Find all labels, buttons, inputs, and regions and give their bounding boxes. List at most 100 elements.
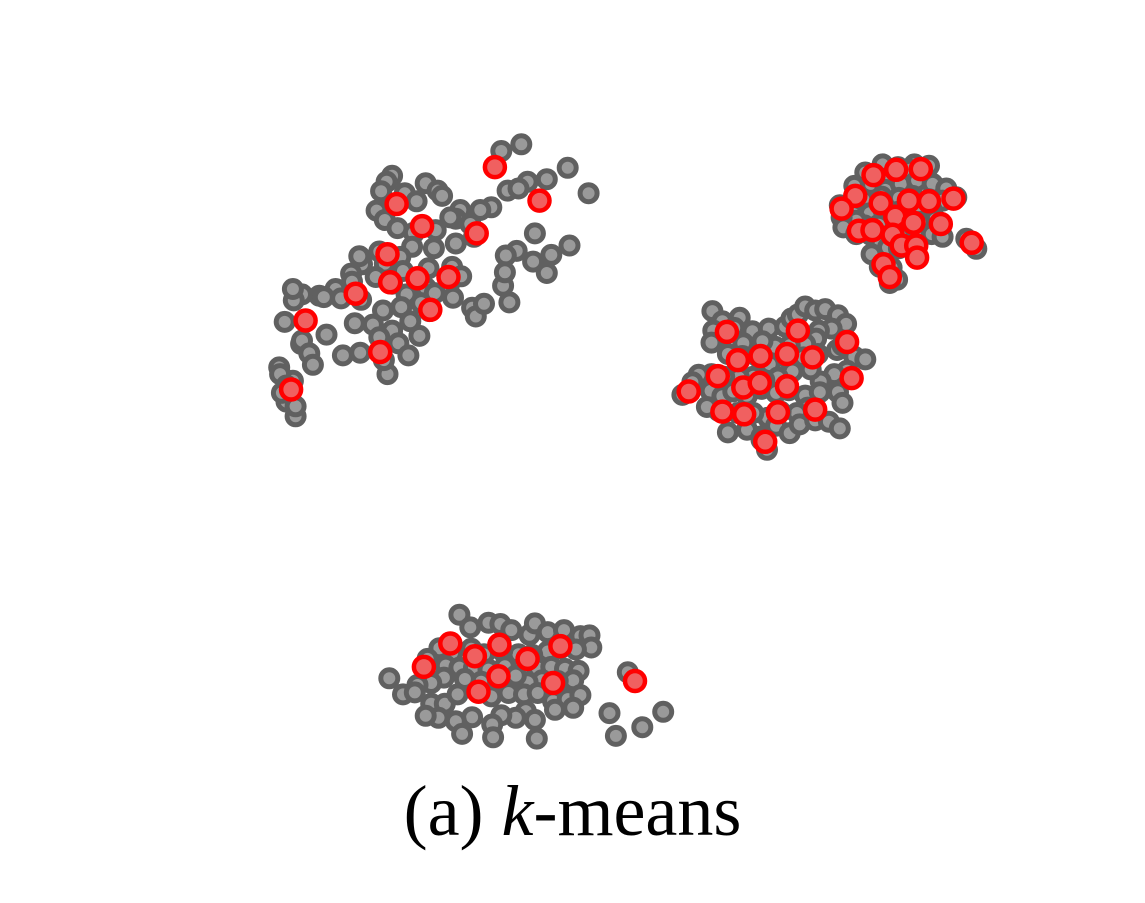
data-point [523, 708, 546, 731]
data-point [459, 616, 482, 639]
data-point [405, 190, 428, 213]
data-point [535, 168, 558, 191]
selected-point [710, 399, 735, 424]
selected-point [411, 654, 437, 680]
selected-point [748, 343, 773, 369]
data-point [408, 324, 431, 347]
data-point [399, 310, 422, 333]
data-point [281, 278, 304, 300]
data-point [312, 286, 335, 309]
data-point [301, 353, 324, 376]
data-point [349, 341, 372, 364]
data-point [544, 698, 566, 721]
selected-point [462, 643, 488, 669]
data-point [604, 724, 627, 747]
selected-point [802, 397, 828, 422]
selected-point [540, 670, 566, 696]
data-point [510, 133, 533, 156]
data-point [403, 681, 426, 704]
selected-point [877, 264, 903, 290]
data-point [431, 184, 454, 207]
selected-point [868, 191, 893, 216]
data-point [631, 716, 654, 739]
selected-point [774, 341, 800, 367]
data-point [451, 722, 474, 745]
selected-point [436, 264, 461, 290]
selected-point [941, 186, 966, 211]
selected-point [785, 318, 811, 343]
selected-point [916, 189, 942, 214]
selected-point [908, 156, 934, 182]
selected-point [774, 373, 800, 399]
selected-point [293, 308, 318, 333]
selected-point [861, 162, 886, 188]
selected-point [860, 217, 885, 243]
selected-point [548, 633, 573, 659]
selected-point [834, 329, 860, 355]
data-point [507, 177, 530, 200]
selected-point [829, 196, 854, 221]
data-point [598, 702, 621, 725]
selected-point [343, 281, 368, 306]
selected-point [752, 429, 778, 455]
selected-point [278, 377, 304, 402]
figure-caption: (a) k-means [0, 770, 1145, 853]
selected-point [883, 157, 909, 183]
selected-point [527, 188, 552, 213]
data-point [577, 182, 600, 205]
data-point [700, 331, 723, 354]
selected-point [765, 400, 791, 425]
selected-point [725, 347, 751, 373]
selected-point [466, 679, 491, 704]
data-point [556, 156, 579, 179]
scatter-plot [268, 133, 988, 750]
selected-point [367, 339, 393, 365]
selected-point [901, 210, 926, 235]
selected-point [375, 241, 400, 267]
selected-point [800, 345, 825, 370]
data-point [522, 250, 545, 273]
selected-point [384, 191, 409, 217]
data-point [439, 206, 462, 229]
data-point [469, 199, 492, 221]
selected-point [747, 370, 772, 396]
data-point [273, 310, 296, 333]
selected-point [676, 379, 701, 404]
selected-point [839, 365, 864, 391]
selected-point [904, 245, 930, 270]
selected-point [487, 632, 512, 658]
selected-point [959, 230, 984, 256]
selected-point [377, 270, 403, 295]
data-point [493, 261, 516, 284]
data-point [414, 704, 437, 727]
data-point [854, 348, 877, 371]
data-point [446, 683, 469, 706]
data-point [370, 180, 393, 203]
data-point [444, 232, 467, 255]
data-point [378, 667, 401, 690]
selected-point [418, 297, 443, 323]
selected-point [438, 631, 463, 656]
data-point [828, 417, 851, 440]
selected-point [622, 668, 648, 694]
data-point [348, 245, 371, 268]
data-point [540, 243, 563, 266]
selected-point [928, 211, 954, 237]
data-point [442, 286, 464, 309]
data-point [562, 696, 585, 719]
data-point [523, 222, 546, 245]
data-point [473, 292, 495, 315]
data-point [652, 700, 675, 723]
selected-point [705, 363, 731, 389]
caption-prefix: (a) [403, 771, 502, 851]
selected-point [464, 221, 489, 246]
selected-point [486, 664, 511, 689]
data-point [498, 291, 521, 314]
data-point [331, 344, 354, 367]
data-point [525, 727, 548, 750]
selected-point [482, 154, 508, 180]
data-point [831, 391, 854, 414]
selected-point [714, 319, 740, 345]
selected-point [405, 266, 430, 291]
data-point [482, 726, 505, 749]
